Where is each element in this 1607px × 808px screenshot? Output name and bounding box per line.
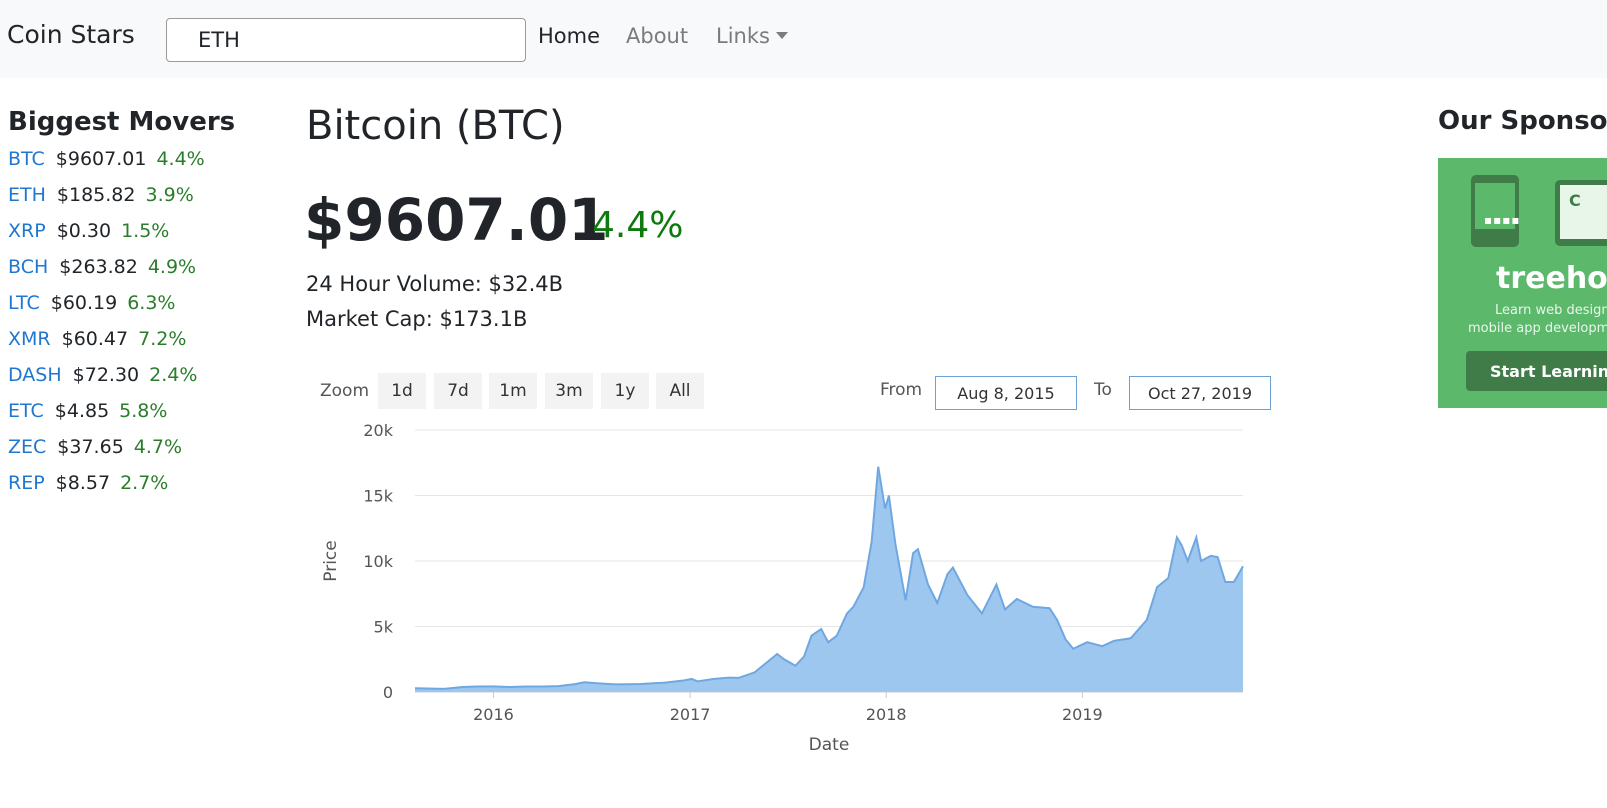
mover-row: BTC $9607.01 4.4% [8,148,205,184]
mover-row: LTC $60.19 6.3% [8,292,205,328]
mover-price: $8.57 [55,472,111,494]
mover-change: 7.2% [138,328,187,350]
mover-change: 1.5% [121,220,170,242]
zoom-all-button[interactable]: All [656,373,704,409]
mover-symbol-link[interactable]: REP [8,472,45,494]
y-tick-label: 20k [363,421,393,440]
from-label: From [880,380,923,400]
mover-price: $60.19 [50,292,118,314]
zoom-1y-button[interactable]: 1y [601,373,649,409]
mover-symbol-link[interactable]: XMR [8,328,51,350]
zoom-1m-button[interactable]: 1m [489,373,537,409]
book-icon: C [1555,180,1607,246]
nav-links-label: Links [716,24,770,48]
coin-change: 4.4% [592,205,684,246]
coin-price: $9607.01 [304,186,609,254]
price-chart[interactable]: 0 5k 10k 15k 20k 2016 2017 2018 2019 Date Price [310,410,1280,780]
start-learning-button[interactable]: Start Learning [1466,351,1607,391]
mover-price: $185.82 [56,184,136,206]
mover-row: XRP $0.30 1.5% [8,220,205,256]
mover-price: $37.65 [57,436,124,458]
x-tick-label: 2016 [473,705,514,724]
mover-row: ETC $4.85 5.8% [8,400,205,436]
ad-tagline-1: Learn web design [1495,303,1607,318]
mover-symbol-link[interactable]: LTC [8,292,40,314]
volume-stat: 24 Hour Volume: $32.4B [306,272,564,296]
sponsor-ad-banner[interactable]: ▪▪▪▪ C treehouse Learn web design mobile… [1438,158,1607,408]
x-axis-title: Date [809,735,850,755]
mover-symbol-link[interactable]: BTC [8,148,45,170]
mover-row: ETH $185.82 3.9% [8,184,205,220]
mover-row: BCH $263.82 4.9% [8,256,205,292]
mover-row: XMR $60.47 7.2% [8,328,205,364]
x-tick-label: 2017 [670,705,711,724]
ad-brand-logo: treehouse [1496,261,1607,296]
y-tick-label: 0 [383,683,393,702]
to-label: To [1094,380,1112,400]
mover-row: REP $8.57 2.7% [8,472,205,508]
y-axis-title: Price [321,540,341,581]
x-tick-label: 2018 [866,705,907,724]
caret-down-icon [775,31,788,39]
zoom-1d-button[interactable]: 1d [378,373,426,409]
mover-price: $263.82 [59,256,138,278]
movers-heading: Biggest Movers [8,107,236,137]
mover-symbol-link[interactable]: ZEC [8,436,47,458]
mover-change: 4.4% [156,148,205,170]
y-tick-label: 10k [363,552,393,571]
phone-icon: ▪▪▪▪ [1471,175,1520,247]
mover-price: $60.47 [61,328,129,350]
sponsors-heading: Our Sponsors [1438,106,1607,136]
mover-symbol-link[interactable]: XRP [8,220,46,242]
y-tick-label: 5k [374,618,394,637]
mover-symbol-link[interactable]: BCH [8,256,49,278]
price-area [415,466,1243,692]
zoom-label: Zoom [320,381,370,401]
nav-links-dropdown[interactable]: Links [716,24,788,48]
mover-change: 2.7% [120,472,169,494]
brand-logo[interactable]: Coin Stars [7,20,135,49]
mover-price: $4.85 [54,400,110,422]
mover-symbol-link[interactable]: ETH [8,184,46,206]
nav-home-link[interactable]: Home [538,24,601,48]
from-date-input[interactable] [935,376,1077,410]
mover-change: 2.4% [149,364,198,386]
x-tick-label: 2019 [1062,705,1103,724]
zoom-3m-button[interactable]: 3m [545,373,593,409]
market-cap-stat: Market Cap: $173.1B [306,307,528,331]
zoom-7d-button[interactable]: 7d [434,373,482,409]
top-navbar: Coin Stars Home About Links [0,0,1607,78]
mover-row: ZEC $37.65 4.7% [8,436,205,472]
mover-change: 5.8% [119,400,168,422]
price-line [414,466,1244,690]
mover-change: 6.3% [127,292,176,314]
mover-price: $0.30 [56,220,112,242]
mover-symbol-link[interactable]: DASH [8,364,62,386]
movers-list: BTC $9607.01 4.4% ETH $185.82 3.9% XRP $0.30 1.5… [8,148,205,508]
mover-change: 4.7% [133,436,183,458]
mover-row: DASH $72.30 2.4% [8,364,205,400]
search-input[interactable] [166,18,526,62]
mover-change: 4.9% [147,256,197,278]
mover-symbol-link[interactable]: ETC [8,400,44,422]
to-date-input[interactable] [1129,376,1271,410]
mover-change: 3.9% [145,184,194,206]
mover-price: $72.30 [72,364,140,386]
ad-tagline-2: mobile app development [1468,321,1607,336]
coin-title: Bitcoin (BTC) [306,103,565,149]
nav-about-link[interactable]: About [626,24,689,48]
y-tick-label: 15k [363,487,393,506]
mover-price: $9607.01 [55,148,147,170]
